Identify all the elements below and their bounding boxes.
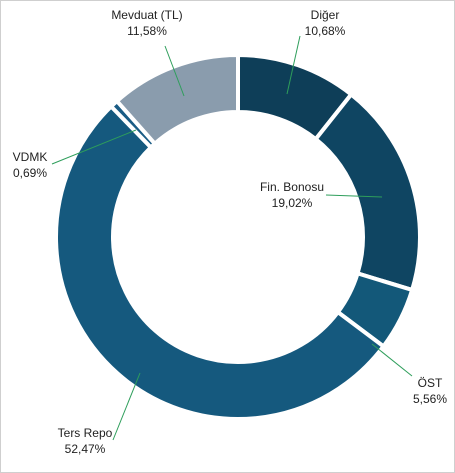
leader-line bbox=[325, 194, 383, 198]
leader-line bbox=[51, 129, 137, 165]
slice-label-value: 52,47% bbox=[65, 442, 106, 456]
donut-slice bbox=[114, 52, 240, 147]
leader-line bbox=[112, 372, 141, 441]
slice-label-value: 5,56% bbox=[413, 392, 447, 406]
slice-label-value: 10,68% bbox=[305, 24, 346, 38]
slice-label-name: ÖST bbox=[418, 376, 443, 390]
slice-label-name: VDMK bbox=[13, 150, 48, 164]
slice-label-value: 0,69% bbox=[13, 166, 47, 180]
slice-label-name: Fin. Bonosu bbox=[260, 180, 324, 194]
slice-label-name: Mevduat (TL) bbox=[111, 8, 182, 22]
leader-line bbox=[371, 343, 413, 377]
slice-label-value: 11,58% bbox=[127, 24, 167, 38]
leader-line bbox=[286, 35, 301, 95]
slice-label-name: Ters Repo bbox=[58, 426, 113, 440]
leader-line bbox=[164, 45, 185, 97]
donut-slice bbox=[54, 103, 387, 421]
slice-label-value: 19,02% bbox=[272, 196, 313, 210]
slice-label-name: Diğer bbox=[311, 8, 340, 22]
